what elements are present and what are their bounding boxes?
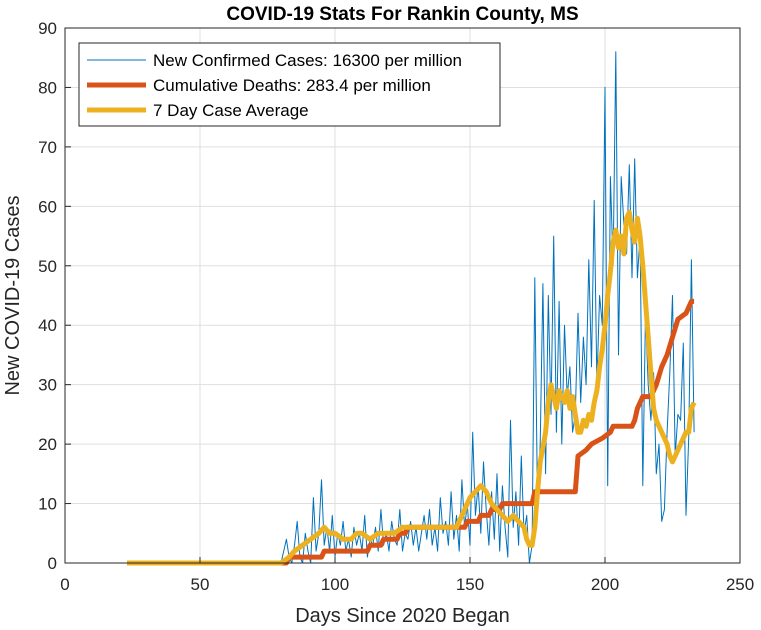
y-tick-label: 30 <box>38 376 57 395</box>
series-line-2 <box>127 209 697 566</box>
legend-label: 7 Day Case Average <box>153 101 309 120</box>
axes-box <box>64 27 741 564</box>
axis-ticks: 0 50 100 150 200 250 0 10 20 30 40 50 60 70 80 90 <box>38 19 754 594</box>
y-tick-label: 40 <box>38 316 57 335</box>
y-tick-label: 80 <box>38 78 57 97</box>
y-tick-label: 10 <box>38 495 57 514</box>
series-line-1 <box>127 298 695 566</box>
y-axis-label: New COVID-19 Cases <box>2 195 24 395</box>
x-tick-label: 50 <box>191 575 210 594</box>
x-tick-label: 150 <box>456 575 484 594</box>
x-tick-label: 100 <box>321 575 349 594</box>
legend-box <box>78 42 501 127</box>
y-tick-label: 70 <box>38 138 57 157</box>
y-tick-label: 90 <box>38 19 57 38</box>
chart-title: COVID-19 Stats For Rankin County, MS <box>226 4 578 25</box>
x-tick-label: 250 <box>726 575 754 594</box>
y-tick-label: 0 <box>48 554 57 573</box>
legend: New Confirmed Cases: 16300 per million Cu… <box>78 42 501 127</box>
y-tick-label: 50 <box>38 257 57 276</box>
plot-lines <box>127 51 697 566</box>
y-tick-label: 20 <box>38 435 57 454</box>
x-tick-label: 0 <box>60 575 69 594</box>
legend-label: Cumulative Deaths: 283.4 per million <box>153 76 431 95</box>
y-tick-label: 60 <box>38 197 57 216</box>
x-tick-label: 200 <box>591 575 619 594</box>
legend-label: New Confirmed Cases: 16300 per million <box>153 51 462 70</box>
x-axis-label: Days Since 2020 Began <box>295 605 510 627</box>
